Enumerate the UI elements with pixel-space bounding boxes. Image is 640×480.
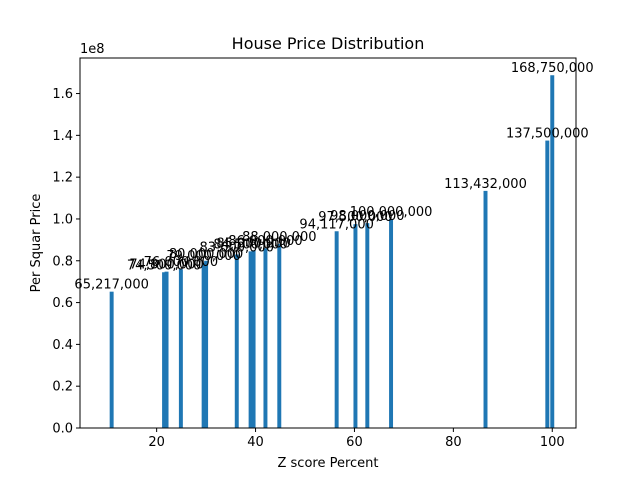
data-label-10: 88,000,000 bbox=[242, 230, 316, 245]
data-label-1: 74,500,000 bbox=[127, 258, 201, 273]
y-tick-label-4: 0.8 bbox=[52, 254, 73, 269]
y-axis-label: Per Squar Price bbox=[29, 194, 44, 293]
bar-2 bbox=[164, 271, 169, 428]
bar-1 bbox=[162, 272, 167, 428]
x-tick-label-2: 60 bbox=[346, 435, 363, 450]
chart-title: House Price Distribution bbox=[232, 34, 425, 53]
bar-13 bbox=[365, 223, 370, 428]
bar-15 bbox=[483, 190, 488, 428]
data-label-11: 94,117,000 bbox=[299, 217, 373, 232]
y-tick-label-3: 0.6 bbox=[52, 296, 73, 311]
y-tick-label-2: 0.4 bbox=[52, 338, 73, 353]
data-label-12: 97,500,000 bbox=[318, 210, 392, 225]
data-label-14: 100,000,000 bbox=[350, 205, 433, 220]
data-label-0: 65,217,000 bbox=[74, 278, 148, 293]
data-label-15: 113,432,000 bbox=[444, 177, 527, 192]
data-label-3: 76,000,000 bbox=[144, 255, 218, 270]
bar-8 bbox=[251, 250, 256, 428]
y-tick-label-0: 0.0 bbox=[52, 422, 73, 437]
y-axis-offset-label: 1e8 bbox=[80, 42, 105, 57]
data-label-2: 74,800,000 bbox=[129, 258, 203, 273]
data-labels-group: 65,217,000 74,500,00074,800,00076,000,000… bbox=[74, 61, 593, 292]
data-label-4: 79,000,000 bbox=[166, 249, 240, 264]
bar-9 bbox=[263, 248, 268, 428]
y-tick-label-5: 1.0 bbox=[52, 212, 73, 227]
data-label-9: 86,000,000 bbox=[228, 234, 302, 249]
bar-10 bbox=[277, 244, 282, 428]
x-tick-label-1: 40 bbox=[247, 435, 264, 450]
y-axis-ticks: 0.0 0.2 0.4 0.6 0.8 1.0 1.2 1.4 1.6 bbox=[52, 87, 80, 437]
y-tick-label-6: 1.2 bbox=[52, 171, 73, 186]
bar-4 bbox=[201, 262, 206, 428]
bars-group bbox=[109, 75, 555, 429]
x-tick-label-0: 20 bbox=[148, 435, 165, 450]
y-tick-label-7: 1.4 bbox=[52, 129, 73, 144]
x-tick-label-3: 80 bbox=[445, 435, 462, 450]
data-label-17: 168,750,000 bbox=[511, 61, 594, 76]
x-axis-label: Z score Percent bbox=[277, 456, 378, 471]
bar-12 bbox=[353, 224, 358, 428]
bar-16 bbox=[545, 140, 550, 428]
y-tick-label-1: 0.2 bbox=[52, 380, 73, 395]
bar-3 bbox=[178, 269, 183, 428]
bar-6 bbox=[234, 254, 239, 428]
data-label-6: 83,000,000 bbox=[200, 240, 274, 255]
bar-14 bbox=[389, 218, 394, 428]
data-label-13: 98,000,000 bbox=[330, 209, 404, 224]
data-label-5: 80,000,000 bbox=[169, 247, 243, 262]
bar-0 bbox=[109, 291, 114, 428]
bar-5 bbox=[204, 260, 209, 428]
data-label-8: 85,000,000 bbox=[216, 236, 290, 251]
x-axis-ticks: 20 40 60 80 100 bbox=[148, 428, 565, 450]
bar-17 bbox=[550, 75, 555, 429]
data-label-7: 84,500,000 bbox=[213, 237, 287, 252]
y-tick-label-8: 1.6 bbox=[52, 87, 73, 102]
bar-11 bbox=[334, 231, 339, 428]
plot-frame bbox=[79, 57, 577, 429]
data-label-16: 137,500,000 bbox=[506, 127, 589, 142]
x-tick-label-4: 100 bbox=[540, 435, 565, 450]
bar-7 bbox=[248, 251, 253, 428]
